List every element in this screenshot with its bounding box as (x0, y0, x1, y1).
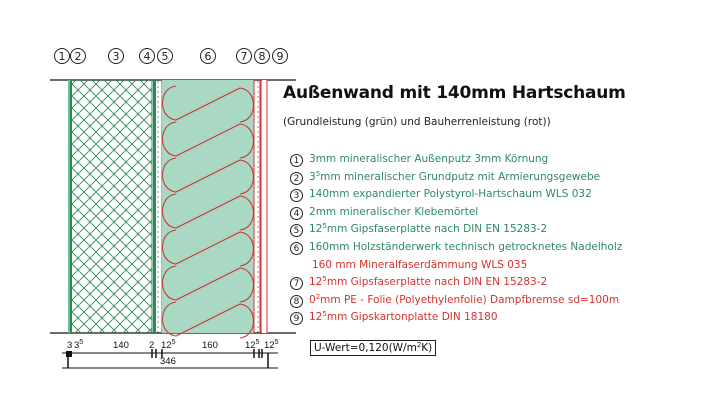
legend-text: mm mineralischer Klebemörtel (315, 205, 479, 218)
legend-thickness: 12 (309, 276, 323, 289)
layer-marker-circle (139, 48, 155, 64)
legend-text: mm Holzständerwerk technisch getrocknete… (329, 240, 623, 253)
layer-marker-3: 3 (113, 50, 120, 63)
legend-text: mm Gipsfaserplatte nach DIN EN 15283-2 (326, 276, 548, 289)
legend-thickness-sup: 5 (322, 310, 327, 319)
layer-number-circle: 1 (290, 154, 303, 167)
layer-1-outer-plaster (68, 80, 70, 333)
layer-number-circle: 7 (290, 277, 303, 291)
layer-marker-circle (236, 48, 252, 64)
dimension-label: 125 (161, 339, 176, 351)
legend-thickness-sup: 2 (315, 292, 321, 301)
layer-5-gypsum-fibre (156, 80, 163, 333)
layer-number-circle: 8 (290, 294, 303, 308)
layer-marker-circle (54, 48, 70, 64)
legend-item: 7 125mm Gipsfaserplatte nach DIN EN 15283… (290, 274, 622, 292)
layer-8-pe-foil (259, 80, 262, 333)
layer-marker-circle (272, 48, 288, 64)
legend-thickness: 2 (309, 205, 316, 218)
legend-item: 1 3mm mineralischer Außenputz 3mm Körnung (290, 151, 622, 169)
legend-thickness: 12 (309, 311, 323, 324)
layer-marker-circle (157, 48, 173, 64)
dimension-label: 35 (74, 339, 83, 351)
layer-marker-7: 7 (241, 50, 248, 63)
layer-marker-1: 1 (59, 50, 66, 63)
legend-thickness-sup: 5 (315, 169, 321, 178)
layer-marker-circle (108, 48, 124, 64)
layer-9-gypsum-board (262, 80, 268, 333)
layer-4-adhesive (153, 80, 156, 333)
u-value-box: U-Wert=0,120(W/m2K) (310, 340, 437, 356)
legend-thickness: 160 (309, 240, 330, 253)
legend-text: mm expandierter Polystyrol-Hartschaum WL… (329, 188, 592, 201)
layer-marker-8: 8 (259, 50, 266, 63)
legend-item: 4 2mm mineralischer Klebemörtel (290, 204, 622, 222)
layer-number-circle: 6 (290, 241, 303, 255)
legend-item: 5 125mm Gipsfaserplatte nach DIN EN 15283… (290, 221, 622, 239)
legend-item: 160 mm Mineralfaserdämmung WLS 035 (290, 257, 622, 275)
layer-marker-2: 2 (75, 50, 82, 63)
legend-text: mm PE - Folie (Polyethylenfolie) Dampfbr… (320, 293, 620, 306)
layer-6-insulation (162, 80, 254, 339)
legend-item: 6 160mm Holzständerwerk technisch getrock… (290, 239, 622, 257)
layer-marker-circle (200, 48, 216, 64)
layer-number-circle: 4 (290, 206, 303, 220)
u-value-unit: K) (421, 342, 433, 354)
dimension-label: 140 (113, 340, 129, 351)
layer-number-circle: 9 (290, 312, 303, 326)
legend-item: 2 35mm mineralischer Grundputz mit Armier… (290, 169, 622, 187)
legend-thickness: 140 (309, 188, 330, 201)
layer-marker-9: 9 (277, 50, 284, 63)
layer-marker-4: 4 (144, 50, 151, 63)
dimension-label: 160 (202, 340, 218, 351)
legend-thickness: 0 (309, 293, 316, 306)
layer-number-circle: 2 (290, 171, 303, 185)
dimension-chain: 3 35 140 2 125 160 125 125 346 (62, 339, 279, 369)
page-title: Außenwand mit 140mm Hartschaum (283, 83, 626, 103)
layer-3-eps-hardfoam (72, 80, 153, 333)
dimension-label: 2 (149, 340, 154, 351)
dimension-label: 125 (264, 339, 279, 351)
legend-thickness: 12 (309, 223, 323, 236)
layer-marker-5: 5 (162, 50, 169, 63)
legend-item: 8 02mm PE - Folie (Polyethylenfolie) Damp… (290, 292, 622, 310)
layer-2-base-plaster (70, 80, 72, 333)
legend-text: mm Mineralfaserdämmung WLS 035 (332, 258, 528, 271)
u-value-sup: 2 (416, 341, 422, 349)
legend-text: mm mineralischer Außenputz 3mm Körnung (315, 153, 549, 165)
dimension-label: 125 (245, 339, 260, 351)
layer-marker-circle (70, 48, 86, 64)
legend-thickness-sup: 5 (322, 222, 327, 231)
u-value-label: U-Wert=0,120(W/m (314, 342, 417, 354)
legend-text: mm Gipsfaserplatte nach DIN EN 15283-2 (326, 223, 548, 236)
layer-marker-circle (254, 48, 270, 64)
dimension-total: 346 (160, 356, 176, 367)
layer-number-circle: 3 (290, 189, 303, 203)
subtitle: (Grundleistung (grün) und Bauherrenleist… (283, 116, 551, 128)
dimension-label: 3 (67, 340, 72, 351)
layer-marker-6: 6 (205, 50, 212, 63)
legend-thickness-sup: 5 (322, 275, 327, 284)
legend-text: mm mineralischer Grundputz mit Armierung… (320, 170, 601, 183)
legend-thickness: 3 (309, 153, 316, 165)
layer-legend: 1 3mm mineralischer Außenputz 3mm Körnung… (290, 151, 622, 327)
layer-number-circle: 5 (290, 224, 303, 238)
layer-7-gypsum-fibre (253, 80, 259, 333)
legend-thickness: 160 (312, 258, 333, 271)
legend-item: 9 125mm Gipskartonplatte DIN 18180 (290, 309, 622, 327)
legend-thickness: 3 (309, 170, 316, 183)
legend-item: 3 140mm expandierter Polystyrol-Hartschau… (290, 186, 622, 204)
legend-text: mm Gipskartonplatte DIN 18180 (326, 311, 498, 324)
